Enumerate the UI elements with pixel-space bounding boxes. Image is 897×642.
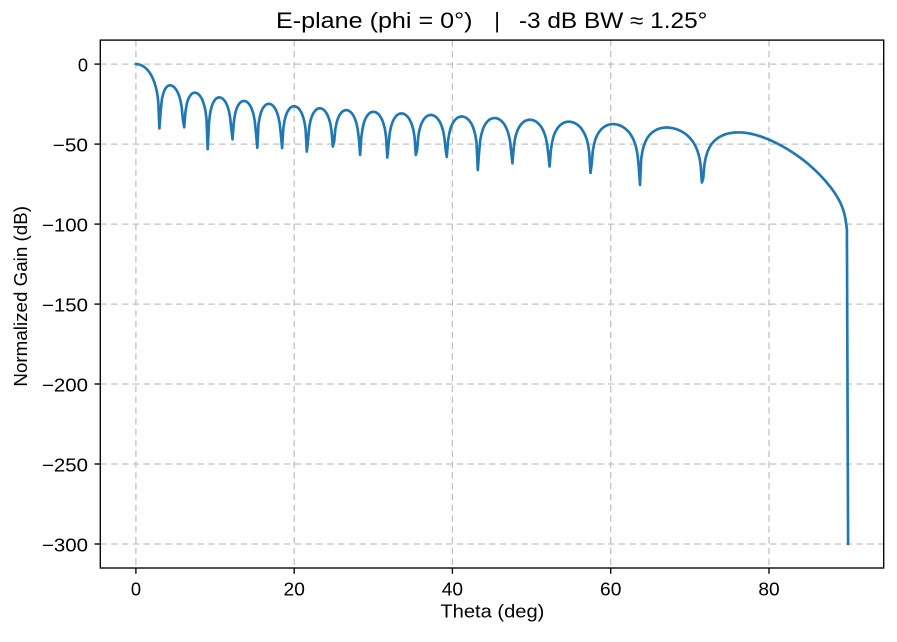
svg-text:−300: −300 <box>42 535 88 556</box>
svg-text:80: 80 <box>758 578 779 599</box>
svg-text:−100: −100 <box>42 215 88 236</box>
svg-text:E-plane (phi = 0°): E-plane (phi = 0°) <box>276 8 473 33</box>
svg-text:60: 60 <box>600 578 621 599</box>
svg-text:Theta (deg): Theta (deg) <box>440 600 544 621</box>
svg-text:−200: −200 <box>42 375 88 396</box>
svg-text:40: 40 <box>442 578 463 599</box>
svg-text:0: 0 <box>78 55 88 76</box>
svg-text:−50: −50 <box>53 135 88 156</box>
svg-text:0: 0 <box>131 578 141 599</box>
svg-text:|: | <box>494 8 500 33</box>
svg-text:−150: −150 <box>42 295 88 316</box>
svg-text:Normalized Gain (dB): Normalized Gain (dB) <box>10 206 31 387</box>
svg-text:−250: −250 <box>42 455 88 476</box>
svg-text:20: 20 <box>284 578 305 599</box>
svg-text:-3 dB BW ≈ 1.25°: -3 dB BW ≈ 1.25° <box>519 8 708 33</box>
